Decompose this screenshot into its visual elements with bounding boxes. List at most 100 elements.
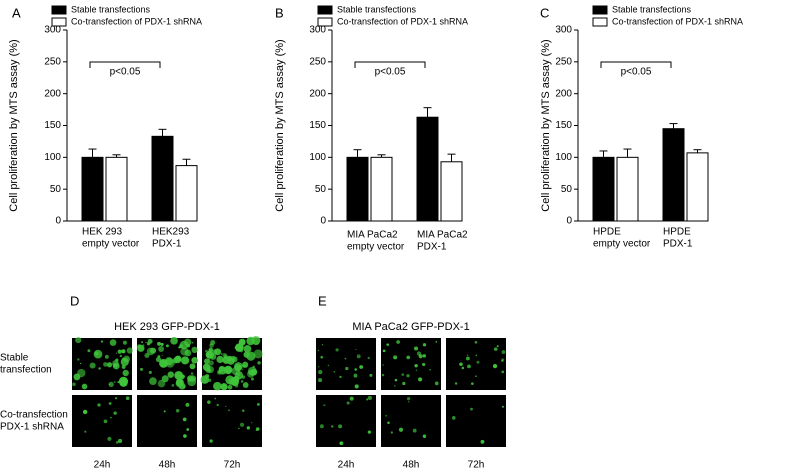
fluorescence-spot (466, 354, 469, 356)
fluorescence-spot (323, 404, 326, 407)
fluorescence-spot (118, 438, 123, 443)
fluorescence-spot (228, 409, 230, 412)
bar (175, 165, 198, 222)
fluorescence-spot (394, 385, 396, 387)
fluorescence-spot (180, 347, 189, 356)
fluorescence-spot (148, 370, 152, 374)
fluorescence-spot (346, 401, 350, 405)
fluorescence-spot (158, 346, 165, 352)
fluorescence-spot (476, 360, 480, 364)
y-tick-label: 150 (309, 120, 326, 131)
fluorescence-spot (126, 347, 133, 354)
fluorescence-spot (239, 343, 243, 347)
y-tick-label: 50 (561, 184, 573, 195)
fluorescence-spot (359, 365, 364, 369)
fluorescence-spot (77, 368, 86, 378)
fluorescence-spot (222, 356, 231, 364)
column-label: 48h (403, 460, 420, 470)
bar (346, 156, 369, 222)
fluorescence-spot (396, 340, 401, 344)
row-label: transfection (0, 365, 52, 376)
fluorescence-spot (157, 355, 161, 358)
fluorescence-spot (414, 364, 418, 368)
legend-swatch (317, 5, 333, 15)
bar (151, 135, 174, 222)
y-tick-label: 300 (309, 25, 326, 36)
micrograph (316, 338, 376, 390)
fluorescence-spot (335, 348, 339, 352)
fluorescence-spot (461, 366, 465, 370)
fluorescence-spot (256, 402, 260, 406)
legend-label: Co-transfection of PDX-1 shRNA (612, 16, 743, 26)
fluorescence-spot (145, 341, 147, 344)
legend-label: Stable transfections (337, 4, 417, 14)
x-tick-label: PDX-1 (663, 239, 693, 250)
x-tick-label: HPDE (663, 227, 691, 238)
legend-label: Stable transfections (612, 4, 692, 14)
fluorescence-spot (356, 354, 361, 359)
fluorescence-spot (492, 363, 498, 369)
legend-swatch (317, 17, 333, 27)
fluorescence-spot (108, 381, 114, 388)
fluorescence-spot (251, 377, 254, 381)
fluorescence-spot (107, 436, 112, 441)
fluorescence-spot (501, 370, 505, 374)
panel-letter: E (318, 293, 327, 308)
fluorescence-spot (84, 430, 87, 433)
fluorescence-spot (381, 373, 385, 377)
fluorescence-spot (387, 421, 390, 425)
fluorescence-spot (401, 373, 405, 376)
fluorescence-spot (165, 344, 168, 347)
fluorescence-spot (367, 356, 370, 360)
fluorescence-spot (422, 434, 427, 438)
fluorescence-spot (257, 361, 261, 365)
fluorescence-spot (501, 350, 506, 355)
fluorescence-spot (167, 371, 175, 378)
panel-letter: D (70, 293, 79, 308)
fluorescence-spot (123, 355, 131, 363)
fluorescence-spot (252, 365, 255, 369)
y-tick-label: 50 (315, 184, 327, 195)
significance-bracket (600, 61, 672, 68)
fluorescence-spot (434, 381, 439, 386)
fluorescence-spot (369, 373, 373, 377)
bar (416, 116, 439, 222)
x-tick-label: empty vector (82, 239, 140, 250)
fluorescence-spot (321, 344, 324, 346)
x-tick-label: HEK293 (152, 227, 190, 238)
y-axis-label: Cell proliferation by MTS assay (%) (8, 39, 20, 211)
fluorescence-spot (390, 431, 393, 434)
fluorescence-spot (418, 377, 423, 382)
fluorescence-spot (382, 349, 386, 353)
fluorescence-spot (118, 376, 129, 386)
fluorescence-spot (205, 368, 211, 373)
panel-letter: A (12, 5, 21, 20)
bar (370, 156, 393, 222)
legend-swatch (51, 5, 67, 15)
fluorescence-spot (125, 396, 130, 401)
micrograph (316, 395, 376, 447)
fluorescence-spot (393, 355, 398, 360)
fluorescence-spot (171, 384, 175, 387)
y-tick-label: 0 (55, 216, 61, 227)
x-tick-label: HEK 293 (82, 227, 122, 238)
y-tick-label: 100 (44, 152, 61, 163)
fluorescence-spot (220, 353, 223, 355)
fluorescence-spot (140, 367, 144, 371)
fluorescence-spot (115, 441, 119, 444)
fluorescence-spot (115, 352, 118, 354)
x-tick-label: PDX-1 (152, 239, 182, 250)
legend-swatch (592, 17, 608, 27)
y-axis-label: Cell proliferation by MTS assay (%) (540, 39, 552, 211)
fluorescence-spot (191, 341, 194, 344)
fluorescence-spot (246, 351, 256, 361)
column-label: 72h (468, 460, 485, 470)
fluorescence-spot (415, 369, 418, 371)
significance-bracket (89, 61, 161, 68)
fluorescence-spot (119, 354, 123, 358)
fluorescence-spot (97, 403, 101, 407)
fluorescence-spot (318, 378, 323, 383)
fluorescence-spot (214, 397, 217, 400)
y-tick-label: 100 (555, 152, 572, 163)
fluorescence-spot (222, 352, 227, 358)
